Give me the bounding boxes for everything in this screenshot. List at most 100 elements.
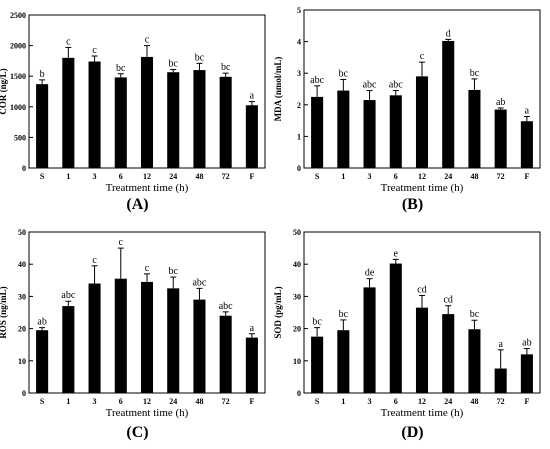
bar (311, 96, 324, 168)
x-tick-label: 24 (444, 172, 452, 181)
panel-label: (B) (401, 196, 424, 213)
bar (245, 337, 258, 393)
significance-letter: c (66, 36, 71, 47)
bar (114, 77, 127, 168)
panel-label: (D) (401, 424, 424, 441)
x-tick-label: 12 (143, 172, 151, 181)
x-tick-label: S (315, 172, 320, 181)
bar (219, 76, 232, 168)
x-tick-label: 1 (341, 172, 345, 181)
x-tick-label: 6 (394, 397, 398, 406)
bar (520, 354, 533, 393)
x-tick-label: 12 (143, 397, 151, 406)
significance-letter: abc (219, 301, 233, 312)
bar (415, 307, 429, 393)
plot-frame (28, 231, 266, 394)
significance-letter: c (92, 45, 97, 56)
significance-letter: c (145, 35, 150, 46)
x-tick-label: 48 (470, 397, 478, 406)
bar (114, 278, 127, 393)
y-tick-label: 30 (18, 292, 26, 301)
bar (468, 329, 481, 393)
x-tick-label: 24 (169, 172, 177, 181)
significance-letter: c (420, 51, 425, 62)
bar (363, 100, 376, 168)
x-tick-label: S (40, 397, 45, 406)
y-tick-label: 0 (22, 164, 26, 173)
significance-letter: bc (470, 68, 480, 79)
significance-letter: a (498, 339, 503, 350)
x-tick-label: 12 (418, 172, 426, 181)
x-tick-label: 48 (470, 172, 478, 181)
significance-letter: c (119, 237, 124, 248)
y-axis-title: SOD (pg/mL) (273, 286, 283, 338)
y-tick-label: 1 (297, 132, 301, 141)
bar (167, 288, 180, 393)
plot-frame (28, 14, 266, 169)
x-tick-label: 6 (119, 172, 123, 181)
significance-letter: de (365, 268, 375, 279)
significance-letter: bc (312, 317, 322, 328)
bar (337, 330, 350, 393)
bar (520, 121, 533, 168)
x-tick-label: F (249, 397, 254, 406)
y-tick-label: 20 (18, 325, 26, 334)
significance-letter: abc (363, 80, 377, 91)
significance-letter: bc (221, 62, 231, 73)
x-axis-title: Treatment time (h) (106, 407, 189, 419)
bar (62, 57, 75, 169)
significance-letter: c (145, 263, 150, 274)
y-axis-title: MDA (nmol/mL) (273, 57, 283, 122)
bar (36, 330, 49, 393)
significance-letter: abc (61, 290, 75, 301)
bar (219, 315, 232, 393)
significance-letter: abc (192, 277, 206, 288)
x-tick-label: F (524, 397, 529, 406)
bar (442, 40, 455, 168)
x-tick-label: 24 (169, 397, 177, 406)
bar (88, 283, 101, 393)
x-tick-label: S (40, 172, 45, 181)
significance-letter: bc (339, 69, 349, 80)
x-tick-label: 72 (222, 397, 230, 406)
x-tick-label: 3 (368, 397, 372, 406)
y-tick-label: 10 (18, 357, 26, 366)
y-tick-label: 1000 (10, 103, 26, 112)
significance-letter: bc (168, 58, 178, 69)
y-tick-label: 20 (293, 325, 301, 334)
plot-frame (303, 231, 541, 394)
x-tick-label: 3 (93, 397, 97, 406)
y-tick-label: 50 (18, 228, 26, 237)
x-axis-title: Treatment time (h) (381, 407, 464, 419)
y-axis-title: COR (ng/L) (0, 68, 8, 114)
bar (468, 89, 481, 168)
panel-label: (A) (126, 196, 149, 213)
significance-letter: d (446, 28, 451, 39)
y-tick-label: 500 (14, 133, 26, 142)
y-tick-label: 2 (297, 101, 301, 110)
significance-letter: e (394, 248, 399, 259)
bar (36, 84, 49, 168)
significance-letter: bc (168, 266, 178, 277)
significance-letter: a (525, 105, 530, 116)
bar (494, 109, 507, 168)
bar (389, 263, 402, 393)
y-tick-label: 2500 (10, 11, 26, 20)
x-tick-label: 72 (222, 172, 230, 181)
y-tick-label: 30 (293, 292, 301, 301)
bar (140, 56, 154, 169)
x-tick-label: 48 (195, 172, 203, 181)
significance-letter: bc (116, 63, 126, 74)
bar (245, 105, 258, 168)
significance-letter: ab (522, 338, 531, 349)
y-tick-label: 0 (22, 389, 26, 398)
x-tick-label: 3 (368, 172, 372, 181)
significance-letter: bc (195, 52, 205, 63)
significance-letter: abc (389, 80, 403, 91)
y-tick-label: 10 (293, 357, 301, 366)
x-tick-label: 24 (444, 397, 452, 406)
